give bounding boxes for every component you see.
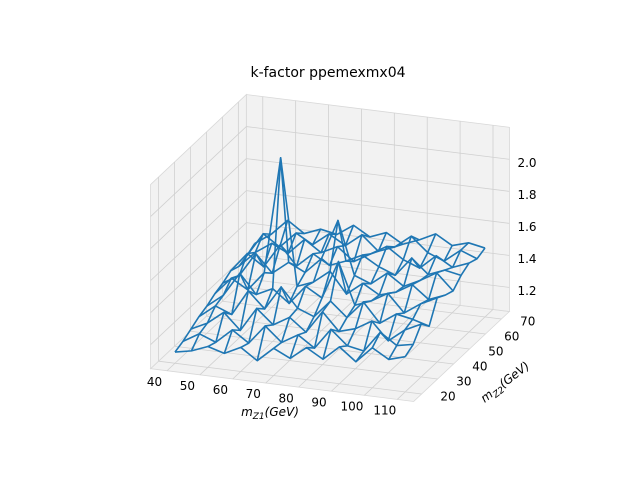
z-grid-line	[246, 158, 510, 192]
x-grid-line	[199, 284, 296, 376]
y-tick-label: 70	[520, 315, 535, 329]
z-tick-label: 1.2	[517, 284, 536, 298]
y-tick-label: 50	[488, 345, 503, 359]
y-tick-label: 40	[472, 360, 487, 374]
wire-column	[223, 232, 305, 354]
x-tick-label: 100	[340, 400, 363, 414]
wire-column	[207, 220, 289, 348]
y-tick-label: 30	[456, 375, 471, 389]
y-grid-line	[206, 315, 470, 350]
y-grid-line	[190, 330, 454, 365]
z-grid-line	[150, 126, 247, 217]
x-axis-label: mZ1(GeV)	[241, 405, 299, 422]
z-grid-line	[150, 190, 247, 281]
x-grid-line	[331, 300, 428, 392]
y-tick-label: 60	[504, 330, 519, 344]
y-grid-line	[238, 285, 502, 320]
x-grid-line	[265, 292, 362, 384]
x-tick-label: 90	[311, 395, 326, 409]
y-axis-label-suffix: (GeV)	[496, 358, 532, 390]
wire-column	[388, 242, 470, 360]
wire-column	[322, 243, 404, 360]
x-tick-label: 40	[147, 375, 162, 389]
wire-column	[371, 245, 453, 349]
wireframe	[174, 156, 486, 363]
z-grid-line	[150, 254, 247, 345]
y-grid-line	[158, 360, 422, 395]
z-grid-line	[246, 190, 510, 224]
x-axis-label-suffix: (GeV)	[265, 405, 299, 419]
x-grid-line	[396, 309, 494, 400]
x-tick-label: 80	[278, 391, 293, 405]
x-axis-label-text: m	[241, 405, 253, 419]
z-tick-label: 1.6	[517, 220, 536, 234]
wire-column	[339, 235, 420, 348]
x-tick-label: 70	[246, 387, 261, 401]
z-grid-line	[150, 222, 247, 313]
x-grid-line	[298, 296, 395, 388]
chart-title: k-factor ppemexmx04	[250, 65, 405, 81]
wire-column	[289, 219, 371, 359]
x-tick-label: 110	[373, 404, 396, 418]
z-grid-line	[246, 126, 510, 160]
z-tick-label: 2.0	[517, 156, 536, 170]
wire-column	[190, 232, 272, 352]
wire-column	[404, 247, 486, 358]
x-tick-label: 60	[213, 383, 228, 397]
y-tick-label: 20	[440, 390, 455, 404]
x-grid-line	[232, 288, 329, 380]
z-tick-label: 1.8	[517, 188, 536, 202]
wire-column	[256, 233, 338, 361]
z-grid-line	[150, 158, 247, 249]
z-grid-line	[246, 254, 510, 288]
wire-column	[273, 224, 355, 349]
x-axis-label-subscript: Z1	[252, 412, 265, 422]
z-tick-label: 1.4	[517, 252, 536, 266]
wire-column	[355, 233, 437, 363]
wire-column	[240, 156, 322, 349]
wire-column	[306, 232, 388, 349]
wire-column	[174, 242, 256, 353]
x-tick-label: 50	[180, 379, 195, 393]
x-grid-line	[364, 305, 461, 396]
